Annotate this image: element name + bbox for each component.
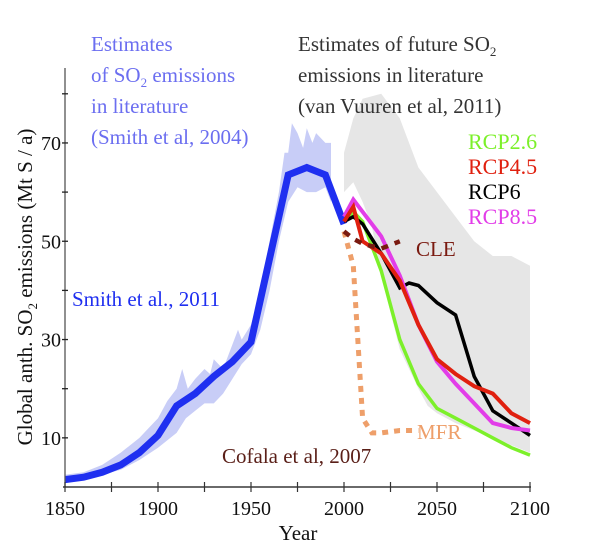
legend-entry-rcp4-5: RCP4.5 — [468, 154, 537, 179]
y-tick-label-10: 10 — [41, 428, 61, 450]
series-line-rcp6 — [343, 214, 531, 437]
series-line-rcp2-6 — [342, 209, 531, 457]
x-tick-label-2050: 2050 — [417, 498, 457, 520]
band-van-vuuren-2011 — [344, 93, 530, 453]
series-lines — [64, 163, 531, 484]
svg-text:(van Vuuren et al, 2011): (van Vuuren et al, 2011) — [298, 94, 501, 118]
svg-text:(Smith et al, 2004): (Smith et al, 2004) — [91, 125, 248, 149]
uncertainty-bands — [65, 93, 530, 480]
y-axis-label: Global anth. SO2 emissions (Mt S / a) — [13, 129, 40, 446]
label-mfr: MFR — [417, 420, 461, 444]
annotation-van-vuuren-2011: Estimates of future SO2 emissions in lit… — [298, 32, 501, 118]
x-tick-label-2000: 2000 — [324, 498, 364, 520]
svg-text:in literature: in literature — [91, 94, 188, 118]
x-ticks: 1850 1900 1950 2000 2050 2100 — [45, 482, 550, 520]
svg-text:Estimates: Estimates — [91, 32, 173, 56]
y-ticks: 10 30 50 70 — [41, 93, 68, 450]
svg-text:Estimates of future SO2: Estimates of future SO2 — [298, 32, 496, 59]
svg-text:emissions in literature: emissions in literature — [298, 63, 483, 87]
series-line-cle — [342, 229, 401, 251]
svg-text:of SO2 emissions: of SO2 emissions — [91, 63, 235, 90]
series-line-mfr — [341, 230, 419, 436]
legend-entry-rcp6: RCP6 — [468, 179, 521, 204]
band-smith-2004 — [65, 123, 331, 480]
series-line-rcp4-5 — [342, 201, 531, 425]
x-tick-label-1900: 1900 — [138, 498, 178, 520]
x-tick-label-2100: 2100 — [510, 498, 550, 520]
annotation-cofala-2007: Cofala et al, 2007 — [222, 444, 371, 468]
legend: RCP2.6 RCP4.5 RCP6 RCP8.5 — [468, 129, 537, 229]
y-tick-label-30: 30 — [41, 330, 61, 352]
legend-entry-rcp2-6: RCP2.6 — [468, 129, 537, 154]
series-line-smith-et-al-2011 — [64, 163, 348, 484]
x-tick-label-1850: 1850 — [45, 498, 85, 520]
y-tick-label-70: 70 — [41, 133, 61, 155]
x-axis-label: Year — [279, 521, 318, 545]
annotation-smith-2011: Smith et al., 2011 — [72, 287, 220, 311]
annotation-smith-2004: Estimates of SO2 emissions in literature… — [91, 32, 248, 149]
x-tick-label-1950: 1950 — [231, 498, 271, 520]
label-cle: CLE — [416, 237, 456, 261]
axes: 10 30 50 70 1850 1900 1950 2000 2050 2100 — [41, 68, 550, 520]
y-tick-label-50: 50 — [41, 231, 61, 253]
legend-entry-rcp8-5: RCP8.5 — [468, 204, 537, 229]
